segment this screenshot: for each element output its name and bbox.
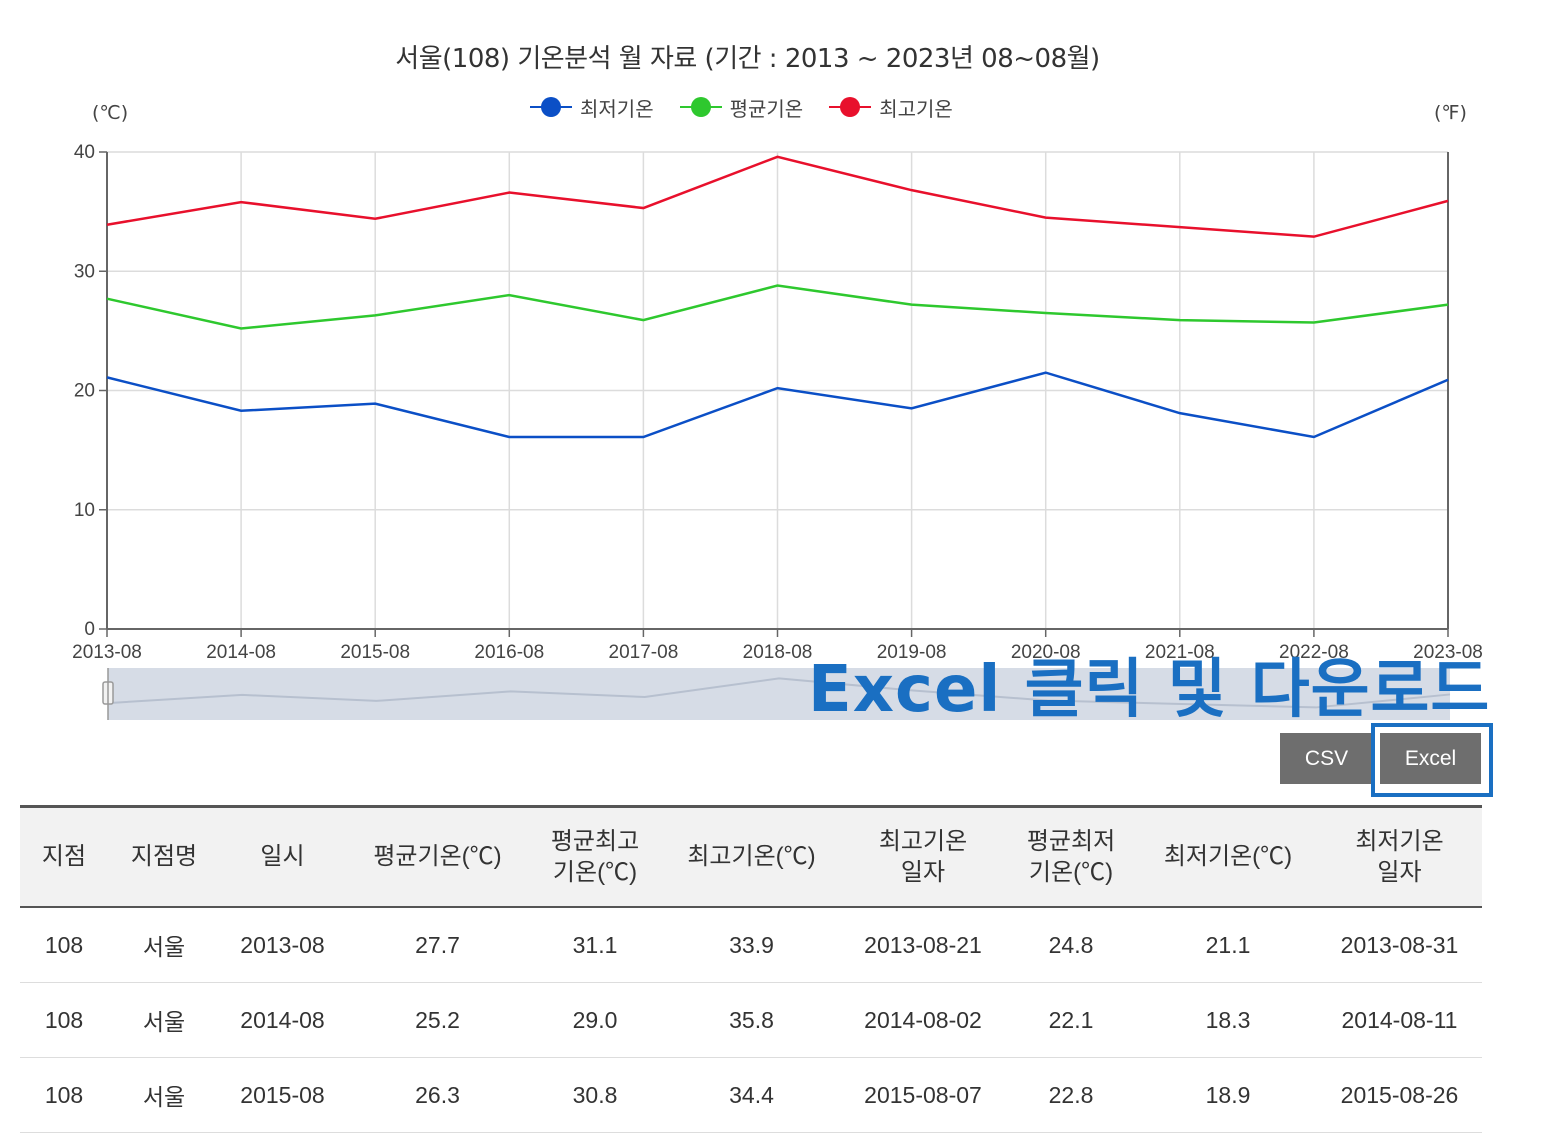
table-cell: 2015-08 [220, 1057, 345, 1133]
legend-label-avg: 평균기온 [729, 96, 804, 121]
excel-download-button[interactable]: Excel [1380, 733, 1481, 784]
x-tick-label: 2016-08 [474, 642, 544, 663]
series-line-2 [106, 155, 1449, 238]
table-cell: 29.0 [530, 982, 660, 1058]
table-cell: 서울 [108, 1057, 220, 1133]
table-cell: 108 [20, 982, 108, 1058]
table-header-cell[interactable]: 지점명 [108, 805, 220, 908]
table-cell: 26.3 [345, 1057, 530, 1133]
table-row: 108 서울 2015-08 26.3 30.8 34.4 2015-08-07 22.8 18… [20, 1057, 1482, 1133]
x-tick-label: 2013-08 [72, 642, 142, 663]
line-chart: 0 10 20 30 40 2013-08 2014-08 2015-08 2016-08 201… [72, 142, 1483, 720]
excel-download-caption: Excel 클릭 및 다운로드 [808, 653, 1491, 727]
table-header-cell[interactable]: 최저기온 일자 [1317, 805, 1482, 908]
table-cell: 18.9 [1139, 1057, 1317, 1133]
legend-marker-max [829, 97, 872, 117]
table-cell: 2013-08-21 [843, 907, 1003, 983]
table-cell: 18.3 [1139, 982, 1317, 1058]
chart-legend: 최저기온 평균기온 최고기온 [530, 92, 953, 122]
table-cell: 22.8 [1003, 1057, 1139, 1133]
unit-fahrenheit-label: (℉) [1434, 102, 1467, 124]
table-cell: 2014-08-11 [1317, 982, 1482, 1058]
x-tick-label: 2020-08 [1011, 642, 1081, 663]
chart-title: 서울(108) 기온분석 월 자료 (기간 : 2013 ~ 2023년 08~… [395, 44, 1100, 74]
table-header-cell[interactable]: 지점 [20, 805, 108, 908]
table-header-cell[interactable]: 평균최고 기온(℃) [530, 805, 660, 908]
series-line-0 [106, 371, 1449, 439]
legend-label-min: 최저기온 [580, 96, 654, 121]
table-cell: 2013-08 [220, 907, 345, 983]
x-tick-label: 2014-08 [206, 642, 276, 663]
table-cell: 21.1 [1139, 907, 1317, 983]
table-cell: 서울 [108, 982, 220, 1058]
x-tick-label: 2018-08 [743, 642, 813, 663]
table-cell: 2015-08-26 [1317, 1057, 1482, 1133]
range-navigator [108, 668, 1450, 720]
table-header-cell[interactable]: 최고기온(℃) [660, 805, 843, 908]
x-tick-label: 2022-08 [1279, 642, 1349, 663]
table-header-cell[interactable]: 평균최저 기온(℃) [1003, 805, 1139, 908]
table-header-cell[interactable]: 최고기온 일자 [843, 805, 1003, 908]
table-cell: 25.2 [345, 982, 530, 1058]
table-row: 108 서울 2013-08 27.7 31.1 33.9 2013-08-21 24.8 21… [20, 907, 1482, 983]
table-header-row: 지점 지점명 일시 평균기온(℃) 평균최고 기온(℃) 최고기온(℃) 최고기온 일자 평균… [20, 805, 1482, 908]
y-tick-label: 40 [74, 142, 95, 163]
table-cell: 108 [20, 1057, 108, 1133]
table-row: 108 서울 2014-08 25.2 29.0 35.8 2014-08-02 22.1 18… [20, 982, 1482, 1058]
table-cell: 22.1 [1003, 982, 1139, 1058]
table-cell: 33.9 [660, 907, 843, 983]
table-cell: 108 [20, 907, 108, 983]
table-header-cell[interactable]: 평균기온(℃) [345, 805, 530, 908]
x-tick-label: 2017-08 [609, 642, 679, 663]
navigator-preview-line [107, 677, 1451, 709]
x-tick-label: 2021-08 [1145, 642, 1215, 663]
series-line-1 [106, 284, 1449, 330]
legend-label-max: 최고기온 [879, 96, 953, 121]
y-tick-label: 30 [74, 261, 95, 282]
csv-download-button[interactable]: CSV [1280, 733, 1373, 784]
x-tick-label: 2015-08 [340, 642, 410, 663]
table-cell: 2015-08-07 [843, 1057, 1003, 1133]
legend-item-min[interactable]: 최저기온 [530, 93, 654, 122]
y-tick-label: 10 [74, 500, 95, 521]
unit-celsius-label: (℃) [92, 102, 129, 124]
table-cell: 30.8 [530, 1057, 660, 1133]
table-cell: 27.7 [345, 907, 530, 983]
table-header-cell[interactable]: 최저기온(℃) [1139, 805, 1317, 908]
legend-marker-min [530, 97, 572, 117]
table-cell: 24.8 [1003, 907, 1139, 983]
table-cell: 35.8 [660, 982, 843, 1058]
table-cell: 34.4 [660, 1057, 843, 1133]
table-header-cell[interactable]: 일시 [220, 805, 345, 908]
y-tick-label: 0 [84, 619, 95, 640]
table-cell: 2014-08-02 [843, 982, 1003, 1058]
table-cell: 서울 [108, 907, 220, 983]
data-table: 지점 지점명 일시 평균기온(℃) 평균최고 기온(℃) 최고기온(℃) 최고기온 일자 평균… [20, 805, 1482, 1133]
x-tick-label: 2019-08 [877, 642, 947, 663]
table-cell: 2014-08 [220, 982, 345, 1058]
x-tick-label: 2023-08 [1413, 642, 1483, 663]
legend-marker-avg [679, 97, 722, 117]
legend-item-avg[interactable]: 평균기온 [679, 93, 804, 122]
table-cell: 31.1 [530, 907, 660, 983]
y-tick-label: 20 [74, 381, 95, 402]
table-cell: 2013-08-31 [1317, 907, 1482, 983]
excel-highlight-box [1371, 723, 1493, 797]
legend-item-max[interactable]: 최고기온 [829, 93, 953, 122]
